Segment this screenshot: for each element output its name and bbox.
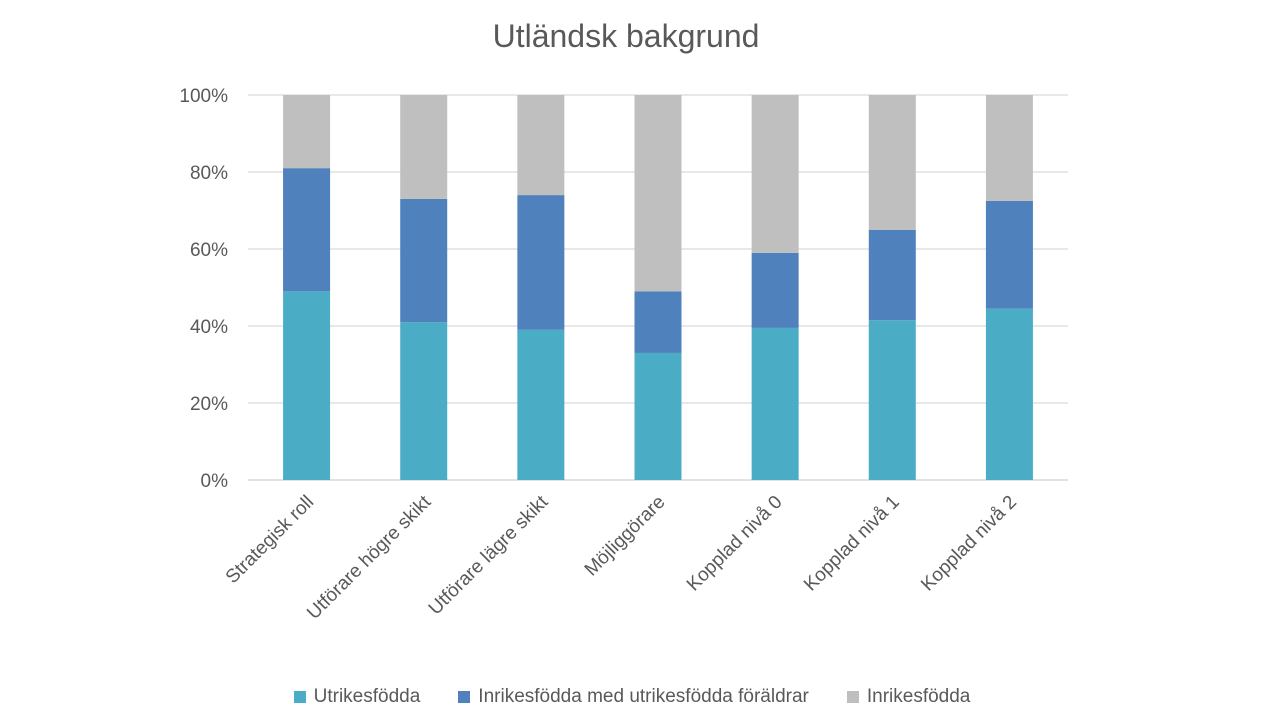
bar-segment bbox=[400, 95, 448, 199]
bar-segment bbox=[868, 95, 916, 230]
bar-segment bbox=[634, 352, 682, 480]
bar-segment bbox=[283, 95, 331, 169]
bar-segment bbox=[634, 291, 682, 353]
bar-segment bbox=[985, 308, 1033, 480]
x-tick-label: Kopplad nivå 0 bbox=[683, 492, 787, 596]
x-tick-label: Utförare högre skikt bbox=[303, 491, 436, 624]
y-tick-label: 100% bbox=[179, 86, 228, 107]
legend-item: Inrikesfödda bbox=[846, 686, 971, 708]
bar-segment bbox=[751, 327, 799, 480]
bar-segment bbox=[985, 200, 1033, 309]
chart-title: Utländsk bakgrund bbox=[492, 18, 760, 54]
stacked-bar-chart: 0%20%40%60%80%100% Strategisk rollUtföra… bbox=[179, 86, 1068, 624]
y-tick-label: 60% bbox=[190, 240, 228, 261]
y-tick-label: 40% bbox=[190, 317, 228, 338]
x-tick-label: Kopplad nivå 1 bbox=[800, 492, 904, 596]
bar-segment bbox=[517, 95, 565, 196]
bar-segment bbox=[868, 229, 916, 321]
bar-segment bbox=[868, 320, 916, 480]
y-tick-label: 80% bbox=[190, 163, 228, 184]
legend: Utrikesfödda Inrikesfödda med utrikesfödd… bbox=[0, 686, 1264, 708]
x-tick-label: Utförare lägre skikt bbox=[425, 491, 553, 619]
y-axis-ticks: 0% 20% 40% 60% 80% 100% bbox=[179, 86, 228, 492]
legend-swatch bbox=[458, 691, 471, 703]
x-tick-label: Kopplad nivå 2 bbox=[917, 492, 1021, 596]
y-tick-label: 0% bbox=[201, 471, 229, 492]
bar-segment bbox=[985, 95, 1033, 201]
legend-swatch bbox=[846, 691, 859, 703]
bar-segment bbox=[283, 168, 331, 292]
y-tick-label: 20% bbox=[190, 394, 228, 415]
bars bbox=[283, 95, 1033, 480]
x-tick-label: Strategisk roll bbox=[222, 492, 318, 588]
x-tick-label: Möjliggörare bbox=[581, 492, 670, 581]
bar-segment bbox=[283, 291, 331, 480]
legend-label: Inrikesfödda bbox=[866, 686, 971, 707]
legend-item: Inrikesfödda med utrikesfödda föräldrar bbox=[458, 686, 809, 708]
bar-segment bbox=[751, 95, 799, 253]
legend-swatch bbox=[293, 691, 306, 703]
bar-segment bbox=[517, 195, 565, 330]
legend-label: Utrikesfödda bbox=[313, 686, 421, 707]
bar-segment bbox=[400, 198, 448, 323]
bar-segment bbox=[400, 322, 448, 480]
legend-label: Inrikesfödda med utrikesfödda föräldrar bbox=[478, 686, 809, 707]
bar-segment bbox=[517, 329, 565, 480]
legend-item: Utrikesfödda bbox=[293, 686, 421, 708]
bar-segment bbox=[751, 252, 799, 328]
bar-segment bbox=[634, 95, 682, 292]
